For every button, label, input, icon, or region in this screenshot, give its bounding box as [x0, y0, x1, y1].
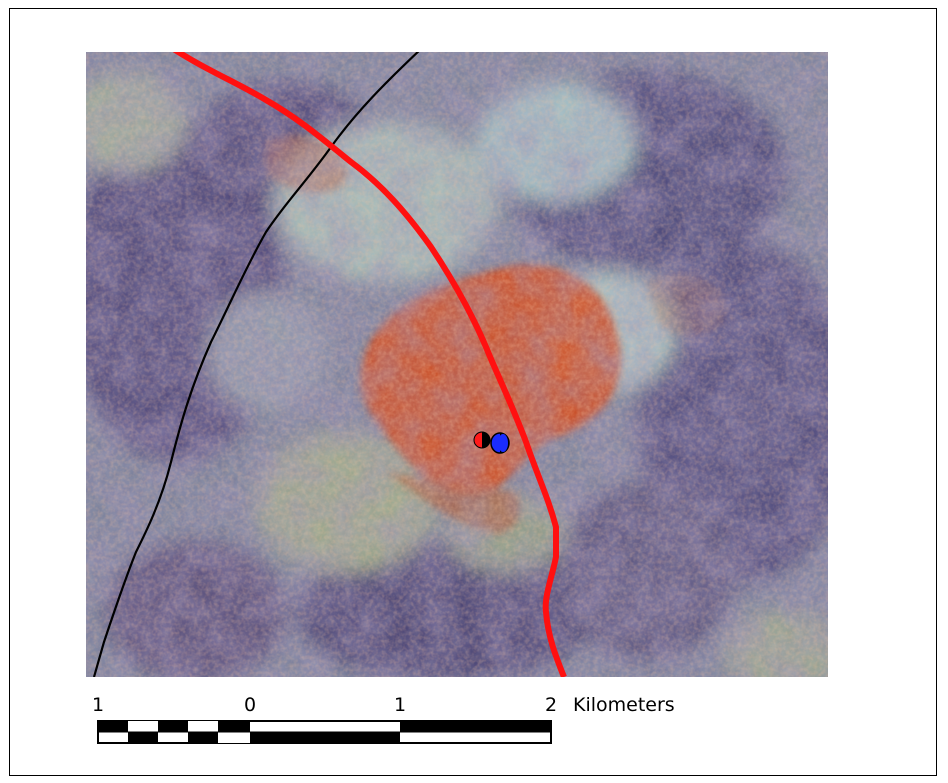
scale-bar-segment — [400, 721, 551, 732]
scale-bar-segment — [250, 732, 400, 743]
scale-tick-label: 1 — [394, 694, 406, 716]
scale-units-label: Kilometers — [573, 694, 675, 716]
primary-road[interactable] — [172, 52, 567, 677]
site-marker-a[interactable] — [473, 431, 491, 449]
terrain-speckle — [86, 52, 828, 677]
scale-tick-label: 0 — [244, 694, 256, 716]
satellite-image[interactable] — [86, 52, 828, 677]
scale-bar: 1 0 1 2 Kilometers — [86, 688, 706, 748]
scale-tick-label: 1 — [92, 694, 104, 716]
site-marker-b[interactable] — [490, 432, 510, 454]
scale-tick-label: 2 — [545, 694, 557, 716]
scale-bar-subdivisions — [98, 721, 250, 743]
